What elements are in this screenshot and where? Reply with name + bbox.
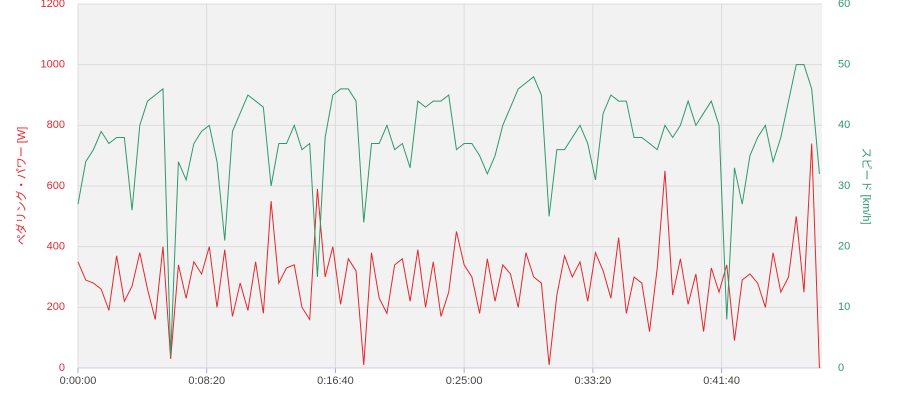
y-tick-label: 600 xyxy=(47,180,65,192)
y2-axis-label: スピード [km/h] xyxy=(860,147,873,224)
y-tick-label: 0 xyxy=(59,362,65,374)
x-tick-label: 0:41:40 xyxy=(703,375,740,387)
x-tick-label: 0:33:20 xyxy=(575,375,612,387)
y2-tick-label: 60 xyxy=(838,0,850,10)
x-tick-label: 0:00:00 xyxy=(60,375,97,387)
y-tick-label: 1200 xyxy=(41,0,65,10)
x-tick-label: 0:16:40 xyxy=(317,375,354,387)
y2-tick-label: 40 xyxy=(838,119,850,131)
y2-tick-label: 0 xyxy=(838,362,844,374)
y-axis-label: ペダリング・パワー [W] xyxy=(14,127,28,246)
series-line xyxy=(77,143,820,369)
y-tick-label: 1000 xyxy=(41,59,65,71)
x-tick-label: 0:25:00 xyxy=(446,375,483,387)
y-tick-label: 200 xyxy=(47,301,65,313)
y2-tick-label: 50 xyxy=(838,59,850,71)
y-tick-label: 400 xyxy=(47,241,65,253)
y-tick-label: 800 xyxy=(47,119,65,131)
y2-tick-label: 20 xyxy=(838,241,850,253)
x-tick-label: 0:08:20 xyxy=(188,375,225,387)
series-line xyxy=(77,64,820,356)
y2-tick-label: 10 xyxy=(838,301,850,313)
y2-tick-label: 30 xyxy=(838,180,850,192)
